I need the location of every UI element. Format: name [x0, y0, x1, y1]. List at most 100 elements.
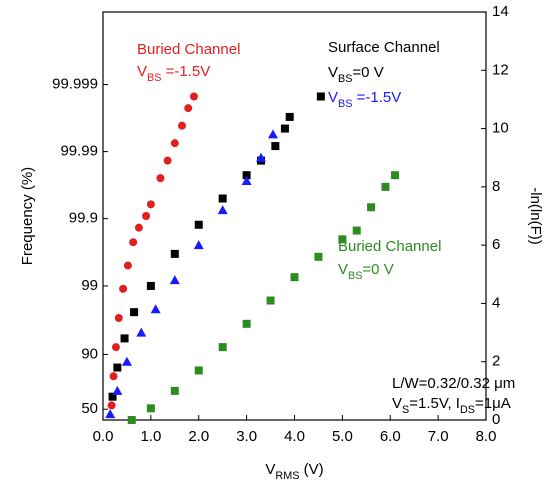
y-tick-label: 99: [81, 277, 98, 294]
annotation: VBS=0 V: [328, 64, 384, 85]
point: [123, 261, 132, 270]
point: [316, 92, 325, 101]
annotation-part: =0 V: [362, 261, 393, 278]
point: [163, 156, 172, 165]
x-tick-label: 5.0: [332, 428, 353, 445]
annotation-part: BS: [338, 98, 352, 110]
y-tick-label: 99.999: [52, 76, 98, 93]
annotation-part: BS: [338, 73, 352, 85]
y-tick-label: 90: [81, 345, 98, 362]
point: [285, 112, 294, 121]
x-tick-label: 8.0: [476, 428, 497, 445]
x-tick-label: 6.0: [380, 428, 401, 445]
point: [184, 104, 193, 113]
x-tick-label: 4.0: [284, 428, 305, 445]
point: [127, 416, 136, 424]
annotation-part: BS: [348, 270, 362, 282]
point: [107, 401, 116, 410]
y-tick-label: 50: [81, 400, 98, 417]
y2-tick-label: 2: [492, 353, 500, 370]
point: [255, 152, 266, 162]
x-axis-label-part: RMS: [275, 470, 299, 482]
point: [290, 273, 299, 282]
x-axis-label-part: (V): [299, 461, 323, 478]
point: [156, 174, 165, 183]
point: [119, 284, 128, 293]
point: [266, 296, 275, 305]
x-axis-label: VRMS (V): [265, 461, 323, 482]
y-tick-label: 99.99: [60, 143, 98, 160]
point: [169, 275, 180, 285]
annotation-part: DS: [460, 404, 475, 416]
x-axis-label-part: V: [265, 461, 275, 478]
y2-tick-label: 0: [492, 411, 500, 428]
point: [267, 129, 278, 139]
point: [271, 142, 280, 151]
point: [121, 356, 132, 366]
annotation: Buried Channel: [137, 41, 240, 58]
y2-axis-label: -ln(ln(F)): [527, 187, 544, 245]
point: [218, 194, 227, 203]
point: [120, 334, 129, 343]
point: [112, 385, 123, 395]
y2-tick-label: 8: [492, 178, 500, 195]
point: [177, 121, 186, 130]
point: [130, 308, 139, 317]
annotation-part: V: [137, 63, 147, 80]
y2-tick-label: 12: [492, 61, 509, 78]
point: [136, 327, 147, 337]
point: [108, 392, 117, 401]
point: [113, 363, 122, 372]
point: [338, 235, 347, 244]
y2-tick-label: 10: [492, 120, 509, 137]
annotation-part: V: [328, 89, 338, 106]
annotation: Buried Channel: [338, 238, 441, 255]
point: [194, 220, 203, 229]
annotation-part: =-1.5V: [352, 89, 401, 106]
y2-tick-label: 6: [492, 236, 500, 253]
annotation: Surface Channel: [328, 39, 440, 56]
annotation-part: =1μA: [475, 395, 511, 412]
point: [242, 319, 251, 328]
x-tick-label: 7.0: [428, 428, 449, 445]
annotation-part: =0 V: [352, 64, 383, 81]
point: [105, 409, 116, 419]
annotation: VBS =-1.5V: [328, 89, 401, 110]
annotation-part: S: [402, 404, 409, 416]
annotation-part: =1.5V, I: [409, 395, 460, 412]
point: [170, 249, 179, 258]
point: [150, 304, 161, 314]
annotation-part: V: [338, 261, 348, 278]
point: [134, 223, 143, 232]
point: [242, 171, 251, 180]
point: [218, 343, 227, 352]
annotation-part: BS: [147, 72, 161, 84]
point: [391, 171, 400, 180]
annotation-part: =-1.5V: [161, 63, 210, 80]
annotation-part: Surface Channel: [328, 39, 440, 56]
x-tick-label: 0.0: [93, 428, 114, 445]
point: [111, 343, 120, 352]
annotation-part: L/W=0.32/0.32 μm: [392, 375, 515, 392]
annotation: L/W=0.32/0.32 μm: [392, 375, 515, 392]
y2-tick-label: 14: [492, 3, 509, 20]
x-tick-label: 2.0: [188, 428, 209, 445]
y-axis-label: Frequency (%): [19, 167, 36, 265]
point: [129, 238, 138, 247]
point: [381, 182, 390, 191]
point: [109, 372, 118, 381]
point: [170, 139, 179, 148]
point: [146, 281, 155, 290]
point: [217, 205, 228, 215]
annotation: VS=1.5V, IDS=1μA: [392, 395, 511, 416]
x-tick-label: 3.0: [236, 428, 257, 445]
point: [314, 252, 323, 261]
point: [146, 200, 155, 209]
point: [146, 404, 155, 413]
annotation: VBS =-1.5V: [137, 63, 210, 84]
annotation-part: Buried Channel: [137, 41, 240, 58]
annotation-part: Buried Channel: [338, 238, 441, 255]
point: [194, 366, 203, 375]
point: [114, 314, 123, 322]
